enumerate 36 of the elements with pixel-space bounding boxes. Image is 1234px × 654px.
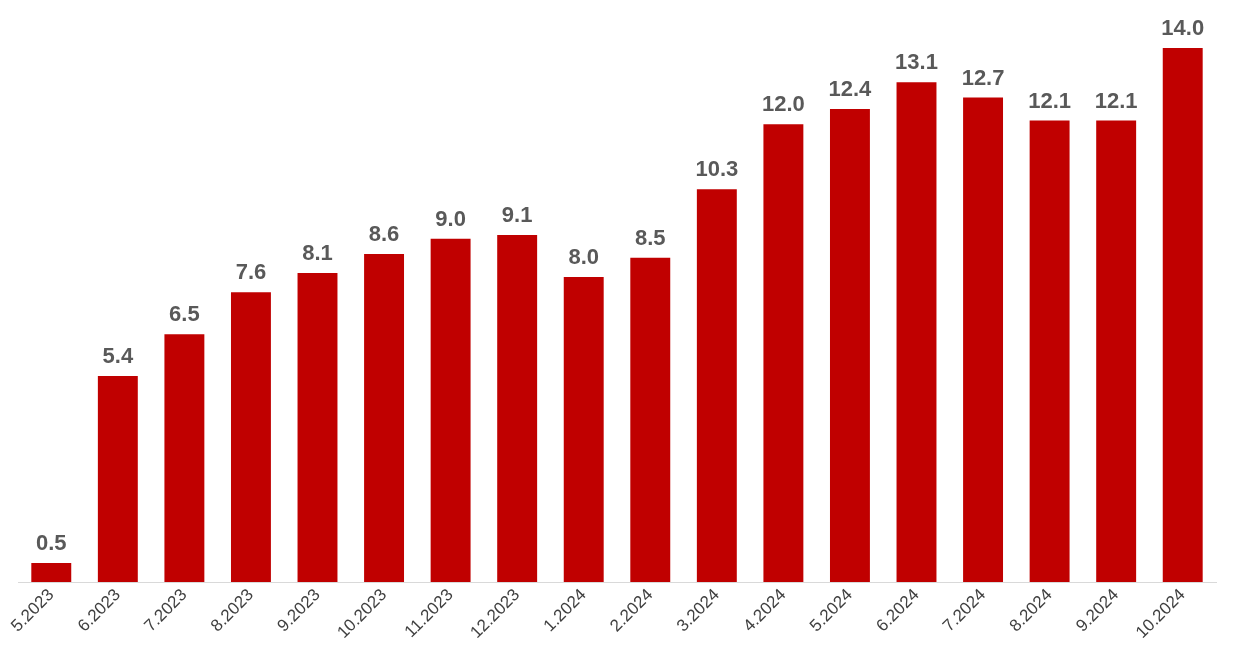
data-label: 6.5 <box>169 301 200 327</box>
bar <box>497 234 538 583</box>
data-label: 9.1 <box>501 202 533 228</box>
bar <box>630 257 671 583</box>
data-label: 12.0 <box>761 91 805 117</box>
data-label: 7.6 <box>235 259 267 285</box>
bar <box>896 82 937 583</box>
bar <box>31 563 72 583</box>
data-label: 8.5 <box>634 224 666 250</box>
data-label: 10.3 <box>695 156 739 182</box>
bar <box>829 109 870 583</box>
bar <box>763 124 804 583</box>
data-label: 12.1 <box>1028 87 1072 113</box>
bar <box>430 238 471 583</box>
bar <box>1162 48 1203 583</box>
bar <box>696 189 737 583</box>
data-label: 13.1 <box>895 49 938 75</box>
bar <box>963 97 1004 583</box>
data-label: 14.0 <box>1161 15 1205 41</box>
data-label: 5.4 <box>102 343 134 369</box>
data-label: 8.6 <box>368 221 400 247</box>
data-label: 12.7 <box>961 64 1005 90</box>
data-label: 9.0 <box>435 205 466 231</box>
bar <box>297 273 338 583</box>
data-label: 0.5 <box>35 530 67 556</box>
bar <box>230 292 271 583</box>
bar <box>364 254 405 583</box>
bar <box>1029 120 1070 583</box>
bar <box>97 376 138 583</box>
data-label: 8.1 <box>302 240 333 266</box>
bar <box>1096 120 1137 583</box>
data-label: 8.0 <box>568 243 600 269</box>
bar <box>164 334 205 583</box>
data-label: 12.4 <box>828 76 873 102</box>
bar <box>563 276 604 583</box>
data-label: 12.1 <box>1094 87 1138 113</box>
